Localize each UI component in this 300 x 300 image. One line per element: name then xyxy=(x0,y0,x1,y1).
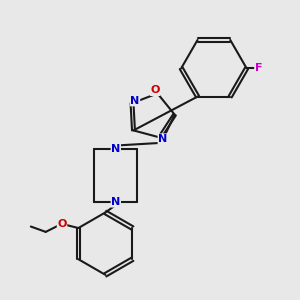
Text: N: N xyxy=(158,134,167,144)
Text: N: N xyxy=(111,143,120,154)
Text: F: F xyxy=(255,63,262,73)
Text: N: N xyxy=(130,96,140,106)
Text: O: O xyxy=(57,219,67,229)
Text: N: N xyxy=(111,197,120,207)
Text: O: O xyxy=(150,85,160,95)
